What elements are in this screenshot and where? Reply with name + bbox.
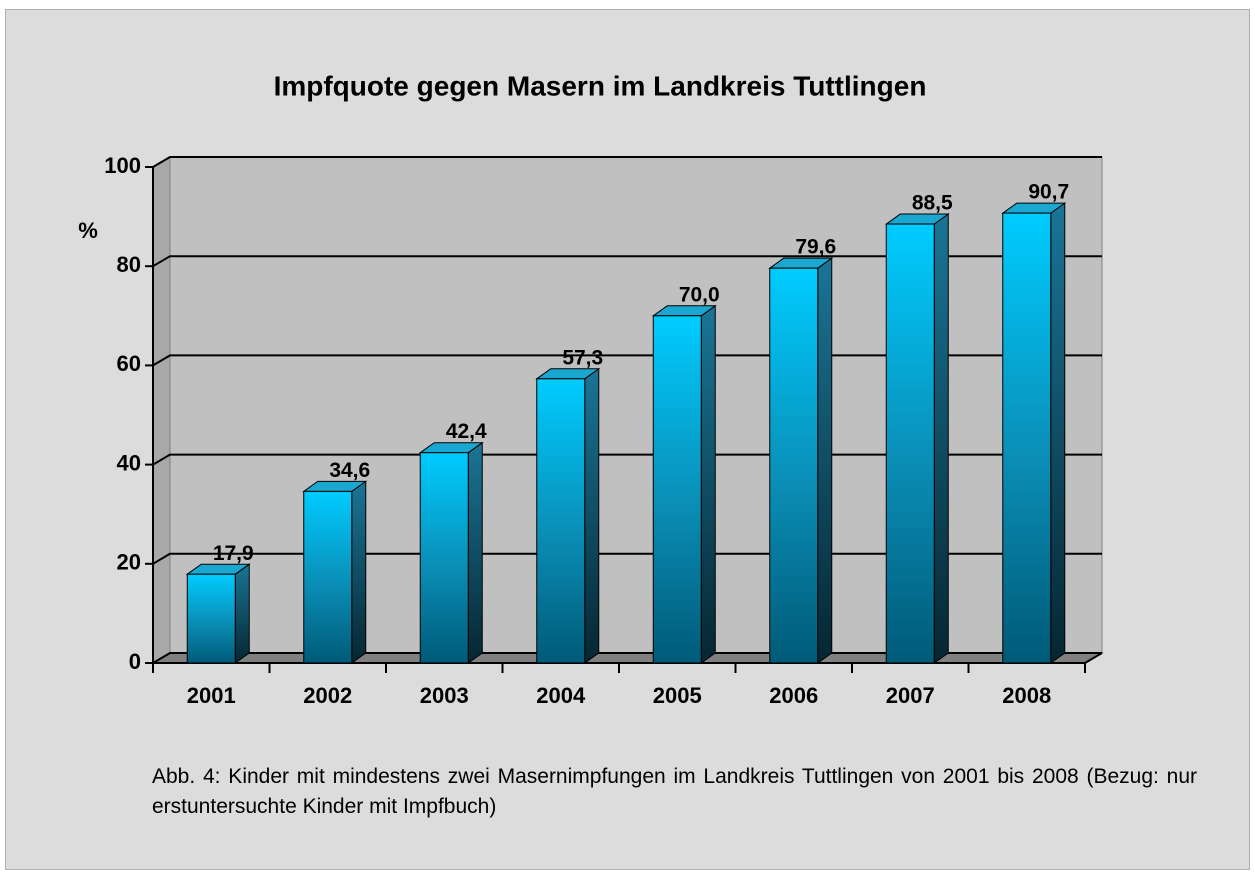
y-tick-label: 60 (117, 351, 141, 376)
bar (1002, 212, 1052, 664)
bar-side (467, 441, 483, 664)
value-label: 90,7 (1028, 181, 1069, 204)
y-tick-label: 0 (129, 649, 141, 674)
side-wall (152, 156, 171, 664)
x-tick-label: 2001 (187, 683, 236, 708)
grid-line (152, 255, 1102, 268)
caption: Abb. 4: Kinder mit mindestens zwei Maser… (152, 765, 1197, 818)
grid-line (152, 156, 1102, 168)
value-label: 17,9 (213, 542, 254, 565)
x-tick-label: 2006 (769, 683, 818, 708)
bar (652, 315, 702, 664)
bar-side (817, 257, 833, 664)
x-tick-label: 2008 (1002, 683, 1051, 708)
bar-side (584, 367, 600, 664)
bar (885, 223, 935, 664)
y-tick-label: 20 (117, 550, 141, 575)
bar-side (700, 304, 716, 664)
bar-side (1050, 202, 1066, 664)
chart-title: Impfquote gegen Masern im Landkreis Tutt… (274, 70, 927, 101)
x-tick-label: 2002 (303, 683, 352, 708)
bar-side (351, 480, 367, 664)
bar (769, 267, 819, 664)
value-label: 79,6 (795, 236, 836, 259)
bar (419, 452, 469, 664)
value-label: 42,4 (446, 420, 487, 443)
y-tick-label: 100 (104, 153, 141, 178)
y-axis-label: % (78, 218, 98, 243)
floor (151, 652, 1104, 664)
x-tick-label: 2003 (420, 683, 469, 708)
bar (303, 490, 353, 664)
x-tick-label: 2007 (886, 683, 935, 708)
value-label: 34,6 (329, 459, 370, 482)
floor-edge (1084, 652, 1103, 664)
value-label: 88,5 (912, 192, 953, 215)
bar-side (234, 563, 250, 664)
bar (186, 573, 236, 664)
value-label: 70,0 (679, 283, 720, 306)
y-tick-label: 40 (117, 450, 141, 475)
x-tick-label: 2005 (653, 683, 702, 708)
y-tick-label: 80 (117, 252, 141, 277)
value-label: 57,3 (562, 346, 603, 369)
x-tick-label: 2004 (536, 683, 586, 708)
bar (536, 378, 586, 664)
bar-side (933, 213, 949, 664)
